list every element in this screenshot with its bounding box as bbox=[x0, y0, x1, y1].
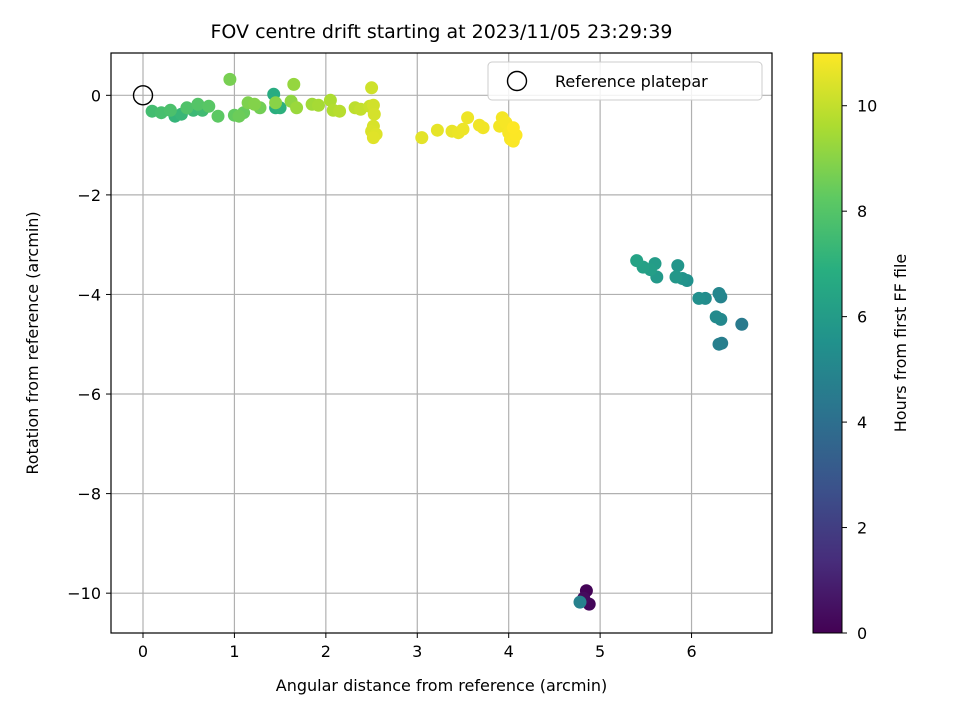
colorbar-tick-label: 2 bbox=[857, 519, 867, 538]
legend: Reference platepar bbox=[487, 61, 763, 101]
colorbar-tick-label: 0 bbox=[857, 624, 867, 643]
colorbar: 0 2 4 6 8 10 Hours from first FF file bbox=[812, 52, 910, 643]
data-point bbox=[712, 337, 726, 351]
data-point bbox=[287, 77, 301, 91]
reference-marker-layer bbox=[132, 85, 154, 106]
legend-marker bbox=[506, 70, 528, 92]
chart-title: FOV centre drift starting at 2023/11/05 … bbox=[210, 21, 672, 43]
data-point bbox=[669, 270, 683, 284]
x-axis-ticks: 0 1 2 3 4 5 6 bbox=[138, 633, 697, 661]
data-point bbox=[709, 310, 723, 324]
colorbar-tick-label: 6 bbox=[857, 308, 867, 327]
data-point bbox=[223, 72, 237, 86]
x-tick-label: 6 bbox=[686, 642, 696, 661]
data-point bbox=[735, 317, 749, 331]
data-point bbox=[671, 259, 685, 273]
data-point bbox=[461, 111, 475, 125]
data-point bbox=[312, 98, 325, 112]
y-tick-label: −6 bbox=[77, 385, 101, 404]
data-point bbox=[366, 131, 380, 145]
data-points bbox=[145, 72, 749, 611]
y-tick-label: −4 bbox=[77, 285, 101, 304]
data-point bbox=[430, 123, 444, 137]
plot-frame bbox=[110, 52, 773, 634]
colorbar-tick-label: 10 bbox=[857, 97, 877, 116]
data-point bbox=[367, 107, 381, 121]
data-point bbox=[202, 99, 216, 113]
data-point bbox=[232, 109, 246, 123]
data-point bbox=[290, 101, 304, 115]
reference-platepar-marker bbox=[132, 85, 154, 106]
legend-box bbox=[487, 61, 763, 101]
data-point bbox=[269, 96, 283, 110]
data-point bbox=[248, 97, 261, 111]
colorbar-gradient bbox=[812, 52, 843, 634]
colorbar-ticks: 0 2 4 6 8 10 bbox=[842, 97, 877, 643]
y-tick-label: −8 bbox=[77, 485, 101, 504]
x-tick-label: 2 bbox=[321, 642, 331, 661]
data-point bbox=[476, 121, 490, 135]
colorbar-tick-label: 8 bbox=[857, 202, 867, 221]
data-point bbox=[163, 103, 177, 117]
x-axis-title: Angular distance from reference (arcmin) bbox=[276, 676, 607, 695]
data-point bbox=[365, 81, 379, 95]
data-point bbox=[333, 104, 347, 118]
data-point bbox=[630, 254, 644, 268]
y-tick-label: −10 bbox=[67, 584, 101, 603]
y-axis-ticks: 0 −2 −4 −6 −8 −10 bbox=[67, 86, 111, 603]
data-point bbox=[323, 93, 337, 107]
data-point bbox=[211, 109, 225, 123]
legend-label: Reference platepar bbox=[555, 72, 708, 91]
data-point bbox=[415, 131, 429, 145]
x-tick-label: 1 bbox=[229, 642, 239, 661]
colorbar-title: Hours from first FF file bbox=[891, 254, 910, 433]
x-tick-label: 3 bbox=[412, 642, 422, 661]
x-tick-label: 0 bbox=[138, 642, 148, 661]
data-point bbox=[692, 291, 706, 305]
data-point bbox=[712, 287, 726, 300]
data-point bbox=[456, 122, 470, 136]
y-tick-label: 0 bbox=[91, 86, 101, 105]
x-tick-label: 4 bbox=[504, 642, 514, 661]
y-tick-label: −2 bbox=[77, 186, 101, 205]
data-point bbox=[180, 101, 194, 115]
grid-lines bbox=[111, 53, 772, 633]
data-point bbox=[506, 121, 520, 135]
colorbar-tick-label: 4 bbox=[857, 413, 867, 432]
data-point bbox=[573, 595, 587, 609]
x-tick-label: 5 bbox=[595, 642, 605, 661]
y-axis-title: Rotation from reference (arcmin) bbox=[23, 211, 42, 474]
data-point bbox=[191, 97, 205, 111]
